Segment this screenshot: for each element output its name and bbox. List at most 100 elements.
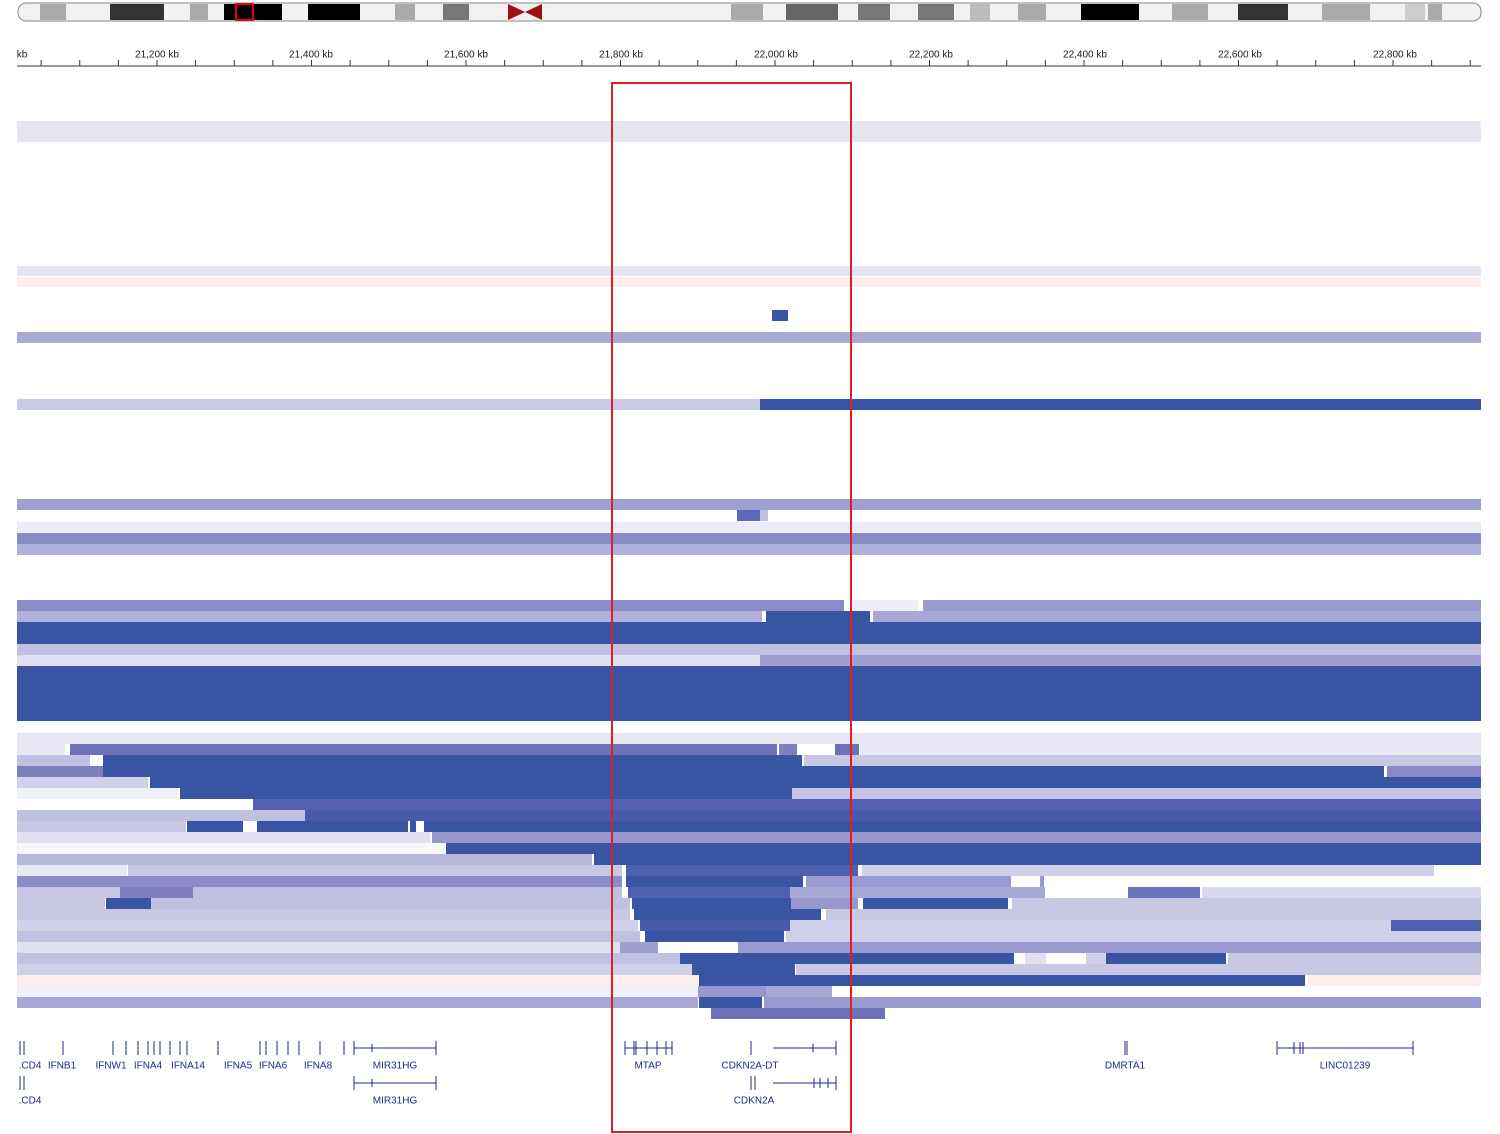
band bbox=[1018, 4, 1046, 20]
segment bbox=[790, 887, 1045, 898]
segment bbox=[626, 865, 858, 876]
segment bbox=[711, 1008, 885, 1019]
segment bbox=[193, 887, 622, 898]
segment bbox=[1086, 953, 1106, 964]
segment bbox=[17, 986, 698, 997]
segment bbox=[791, 898, 858, 909]
segment bbox=[640, 920, 790, 931]
segment bbox=[17, 931, 640, 942]
gene-label: IFNW1 bbox=[95, 1061, 127, 1072]
segment bbox=[17, 810, 305, 821]
gene-label: .CD4 bbox=[19, 1096, 42, 1107]
segment bbox=[779, 744, 797, 755]
segment bbox=[1228, 953, 1481, 964]
segment bbox=[17, 788, 178, 799]
segment bbox=[180, 788, 792, 799]
gene-label: CDKN2A-DT bbox=[721, 1061, 778, 1072]
band bbox=[190, 4, 208, 20]
gene-label: LINC01239 bbox=[1320, 1061, 1371, 1072]
segment bbox=[699, 997, 762, 1008]
band bbox=[970, 4, 990, 20]
segment bbox=[863, 898, 1008, 909]
segment bbox=[699, 975, 1305, 986]
segment bbox=[1308, 975, 1481, 986]
segment bbox=[17, 544, 1481, 555]
segment bbox=[826, 909, 1481, 920]
segment bbox=[17, 655, 760, 666]
segment bbox=[17, 622, 1481, 644]
segment bbox=[17, 909, 630, 920]
ruler-label: kb bbox=[17, 50, 28, 61]
segment bbox=[806, 876, 1011, 887]
segment bbox=[446, 843, 1481, 854]
segment bbox=[17, 499, 1481, 510]
segment bbox=[257, 821, 408, 832]
segment bbox=[1202, 887, 1481, 898]
segment bbox=[17, 755, 90, 766]
segment bbox=[150, 777, 1481, 788]
segment bbox=[698, 986, 766, 997]
segment bbox=[17, 832, 430, 843]
segment bbox=[764, 997, 1481, 1008]
segment bbox=[17, 266, 1481, 276]
gene-label: .CD4 bbox=[19, 1061, 42, 1072]
segment bbox=[835, 744, 859, 755]
gene-labels: .CD4 IFNB1 IFNW1 IFNA4 IFNA14 IFNA5 IFNA6 IFNA8… bbox=[19, 1061, 1371, 1107]
tracks bbox=[17, 121, 1481, 1019]
segment bbox=[760, 510, 768, 521]
gene-label: MIR31HG bbox=[373, 1061, 418, 1072]
gene-label: IFNA14 bbox=[171, 1061, 205, 1072]
ruler-ticks bbox=[40, 60, 1471, 66]
segment bbox=[645, 931, 784, 942]
band bbox=[731, 4, 763, 20]
segment bbox=[766, 986, 832, 997]
gene-label: IFNB1 bbox=[48, 1061, 77, 1072]
segment bbox=[17, 964, 692, 975]
segment bbox=[860, 744, 1481, 755]
segment bbox=[187, 821, 243, 832]
segment bbox=[634, 909, 821, 920]
band bbox=[308, 4, 360, 20]
segment bbox=[17, 843, 445, 854]
band bbox=[1172, 4, 1208, 20]
segment bbox=[432, 832, 1481, 843]
segment bbox=[17, 533, 1481, 544]
segment bbox=[17, 332, 1481, 343]
segment bbox=[120, 887, 193, 898]
segment bbox=[1025, 953, 1046, 964]
gene-label: IFNA5 bbox=[224, 1061, 253, 1072]
gene-track bbox=[19, 1041, 1414, 1090]
segment bbox=[1106, 953, 1226, 964]
band bbox=[1405, 4, 1425, 20]
segment bbox=[1040, 876, 1044, 887]
segment bbox=[151, 898, 630, 909]
gene-glyphs bbox=[19, 1076, 837, 1090]
segment bbox=[17, 666, 1481, 721]
segment bbox=[103, 766, 1384, 777]
segment bbox=[680, 953, 1014, 964]
segment bbox=[792, 788, 1481, 799]
band bbox=[40, 4, 66, 20]
segment bbox=[626, 876, 803, 887]
ruler-label: 22,000 kb bbox=[754, 50, 798, 61]
segment bbox=[17, 399, 760, 410]
gene-label: DMRTA1 bbox=[1105, 1061, 1146, 1072]
segment bbox=[17, 644, 1481, 655]
ruler-label: 21,200 kb bbox=[135, 50, 179, 61]
segment bbox=[17, 898, 105, 909]
segment bbox=[17, 522, 1481, 533]
segment bbox=[594, 854, 1481, 865]
ideogram bbox=[17, 2, 1482, 22]
ruler-label: 22,400 kb bbox=[1063, 50, 1107, 61]
segment bbox=[17, 277, 1481, 287]
ruler-label: 22,200 kb bbox=[909, 50, 953, 61]
segment bbox=[17, 975, 698, 986]
band bbox=[443, 4, 469, 20]
segment bbox=[17, 942, 620, 953]
segment bbox=[253, 799, 1481, 810]
band bbox=[1428, 4, 1442, 20]
segment bbox=[1391, 920, 1481, 931]
view-marker bbox=[235, 3, 254, 21]
segment bbox=[772, 310, 788, 321]
